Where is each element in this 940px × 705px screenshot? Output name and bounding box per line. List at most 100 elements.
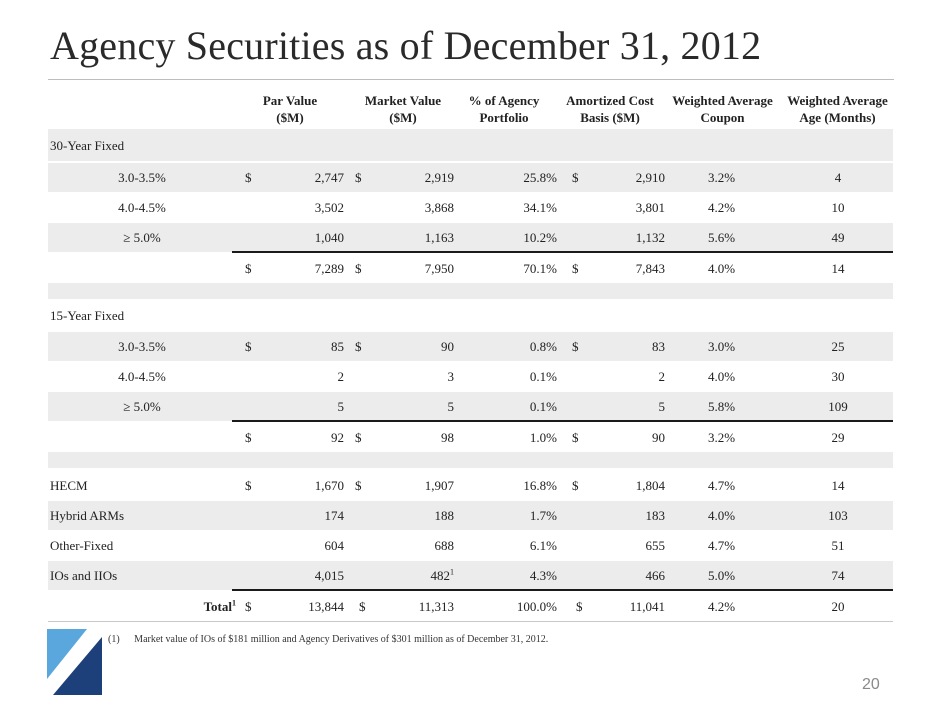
table-row: Hybrid ARMs 174 188 1.7% 183 4.0% 103	[48, 501, 893, 530]
par-value: 13,844	[308, 599, 344, 614]
footnote-marker: 1	[450, 567, 454, 577]
amortized-cost: 90	[652, 430, 665, 445]
table-row: HECM $ 1,670 $ 1,907 16.8% $ 1,804 4.7% …	[48, 471, 893, 500]
mv-currency: $	[355, 170, 362, 185]
total-label: Total1	[48, 592, 236, 621]
par-value: 7,289	[314, 261, 344, 276]
age: 103	[828, 508, 848, 523]
total-divider	[232, 589, 893, 591]
row-label: 4.0-4.5%	[118, 369, 166, 384]
header-pct-portfolio: % of Agency Portfolio	[458, 92, 550, 126]
pct-portfolio: 0.1%	[529, 399, 557, 414]
pct-portfolio: 1.0%	[529, 430, 557, 445]
row-label: Hybrid ARMs	[50, 508, 125, 523]
row-label: ≥ 5.0%	[123, 399, 161, 414]
table-row: 4.0-4.5% 3,502 3,868 34.1% 3,801 4.2% 10	[48, 193, 893, 222]
header-line-2: ($M)	[389, 110, 417, 125]
table-row: 4.0-4.5% 2 3 0.1% 2 4.0% 30	[48, 362, 893, 391]
table-row: IOs and IIOs 4,015 4821 4.3% 466 5.0% 74	[48, 561, 893, 590]
pct-portfolio: 70.1%	[523, 261, 557, 276]
total-label-text: Total	[203, 599, 232, 614]
header-line-1: Par Value	[262, 93, 318, 108]
amortized-cost: 183	[645, 508, 666, 523]
amortized-cost: 655	[645, 538, 666, 553]
age: 29	[831, 430, 845, 445]
page-number: 20	[862, 676, 880, 693]
pct-portfolio: 34.1%	[523, 200, 557, 215]
header-market-value: Market Value ($M)	[348, 92, 458, 126]
amortized-cost: 2,910	[635, 170, 665, 185]
header-line-2: Age (Months)	[799, 110, 876, 125]
section-row-30-year: 30-Year Fixed	[48, 129, 893, 161]
par-value: 92	[331, 430, 344, 445]
header-amortized-cost: Amortized Cost Basis ($M)	[555, 92, 665, 126]
pct-portfolio: 10.2%	[523, 230, 557, 245]
ac-currency: $	[576, 599, 583, 614]
pct-portfolio: 16.8%	[523, 478, 557, 493]
amortized-cost: 11,041	[629, 599, 665, 614]
title-divider	[48, 79, 894, 80]
ac-currency: $	[572, 170, 579, 185]
coupon: 4.0%	[708, 261, 736, 276]
row-label: 4.0-4.5%	[118, 200, 166, 215]
header-par-value: Par Value ($M)	[240, 92, 340, 126]
footnote-marker: 1	[232, 598, 236, 608]
spacer-row	[48, 452, 893, 468]
subtotal-row: $ 7,289 $ 7,950 70.1% $ 7,843 4.0% 14	[48, 254, 893, 283]
header-weighted-coupon: Weighted Average Coupon	[665, 92, 780, 126]
mv-currency: $	[359, 599, 366, 614]
footnote-text: Market value of IOs of $181 million and …	[134, 634, 549, 645]
par-value: 604	[324, 538, 345, 553]
page-title: Agency Securities as of December 31, 201…	[50, 23, 762, 68]
header-line-2: Coupon	[700, 110, 745, 125]
ac-currency: $	[572, 430, 579, 445]
coupon: 4.2%	[708, 599, 736, 614]
par-value: 4,015	[314, 568, 344, 583]
header-line-1: % of Agency	[468, 93, 540, 108]
age: 51	[831, 538, 845, 553]
subtotal-divider	[232, 251, 893, 253]
footnote-number: (1)	[108, 634, 120, 645]
age: 14	[831, 478, 845, 493]
market-value: 5	[447, 399, 455, 414]
par-value: 1,670	[314, 478, 344, 493]
market-value: 98	[441, 430, 454, 445]
par-value: 174	[324, 508, 345, 523]
mv-currency: $	[355, 478, 362, 493]
table-row: Other-Fixed 604 688 6.1% 655 4.7% 51	[48, 531, 893, 560]
age: 25	[831, 339, 845, 354]
market-value: 90	[441, 339, 454, 354]
table-row: ≥ 5.0% 1,040 1,163 10.2% 1,132 5.6% 49	[48, 223, 893, 252]
coupon: 5.6%	[708, 230, 736, 245]
age: 4	[834, 170, 842, 185]
pct-portfolio: 1.7%	[529, 508, 557, 523]
par-value: 2	[337, 369, 345, 384]
amortized-cost: 7,843	[635, 261, 665, 276]
market-value: 1,907	[424, 478, 454, 493]
row-label: 3.0-3.5%	[118, 339, 166, 354]
coupon: 5.0%	[708, 568, 736, 583]
footnote: (1) Market value of IOs of $181 million …	[108, 634, 548, 645]
row-label: IOs and IIOs	[50, 568, 118, 583]
company-logo	[47, 629, 102, 695]
header-line-1: Weighted Average	[787, 93, 888, 108]
total-row: Total1 $ 13,844 $ 11,313 100.0% $ 11,041…	[48, 592, 893, 621]
coupon: 4.0%	[708, 508, 736, 523]
row-label: 3.0-3.5%	[118, 170, 166, 185]
par-currency: $	[245, 599, 252, 614]
coupon: 4.0%	[708, 369, 736, 384]
par-currency: $	[245, 339, 252, 354]
par-value: 2,747	[314, 170, 344, 185]
age: 74	[831, 568, 845, 583]
section-label: 30-Year Fixed	[50, 138, 125, 153]
par-value: 1,040	[314, 230, 344, 245]
coupon: 4.7%	[708, 478, 736, 493]
amortized-cost: 3,801	[635, 200, 665, 215]
header-weighted-age: Weighted Average Age (Months)	[780, 92, 895, 126]
header-line-1: Weighted Average	[672, 93, 773, 108]
pct-portfolio: 25.8%	[523, 170, 557, 185]
market-value: 3	[447, 369, 455, 384]
pct-portfolio: 0.8%	[529, 339, 557, 354]
section-row-15-year: 15-Year Fixed	[48, 301, 893, 330]
ac-currency: $	[572, 261, 579, 276]
